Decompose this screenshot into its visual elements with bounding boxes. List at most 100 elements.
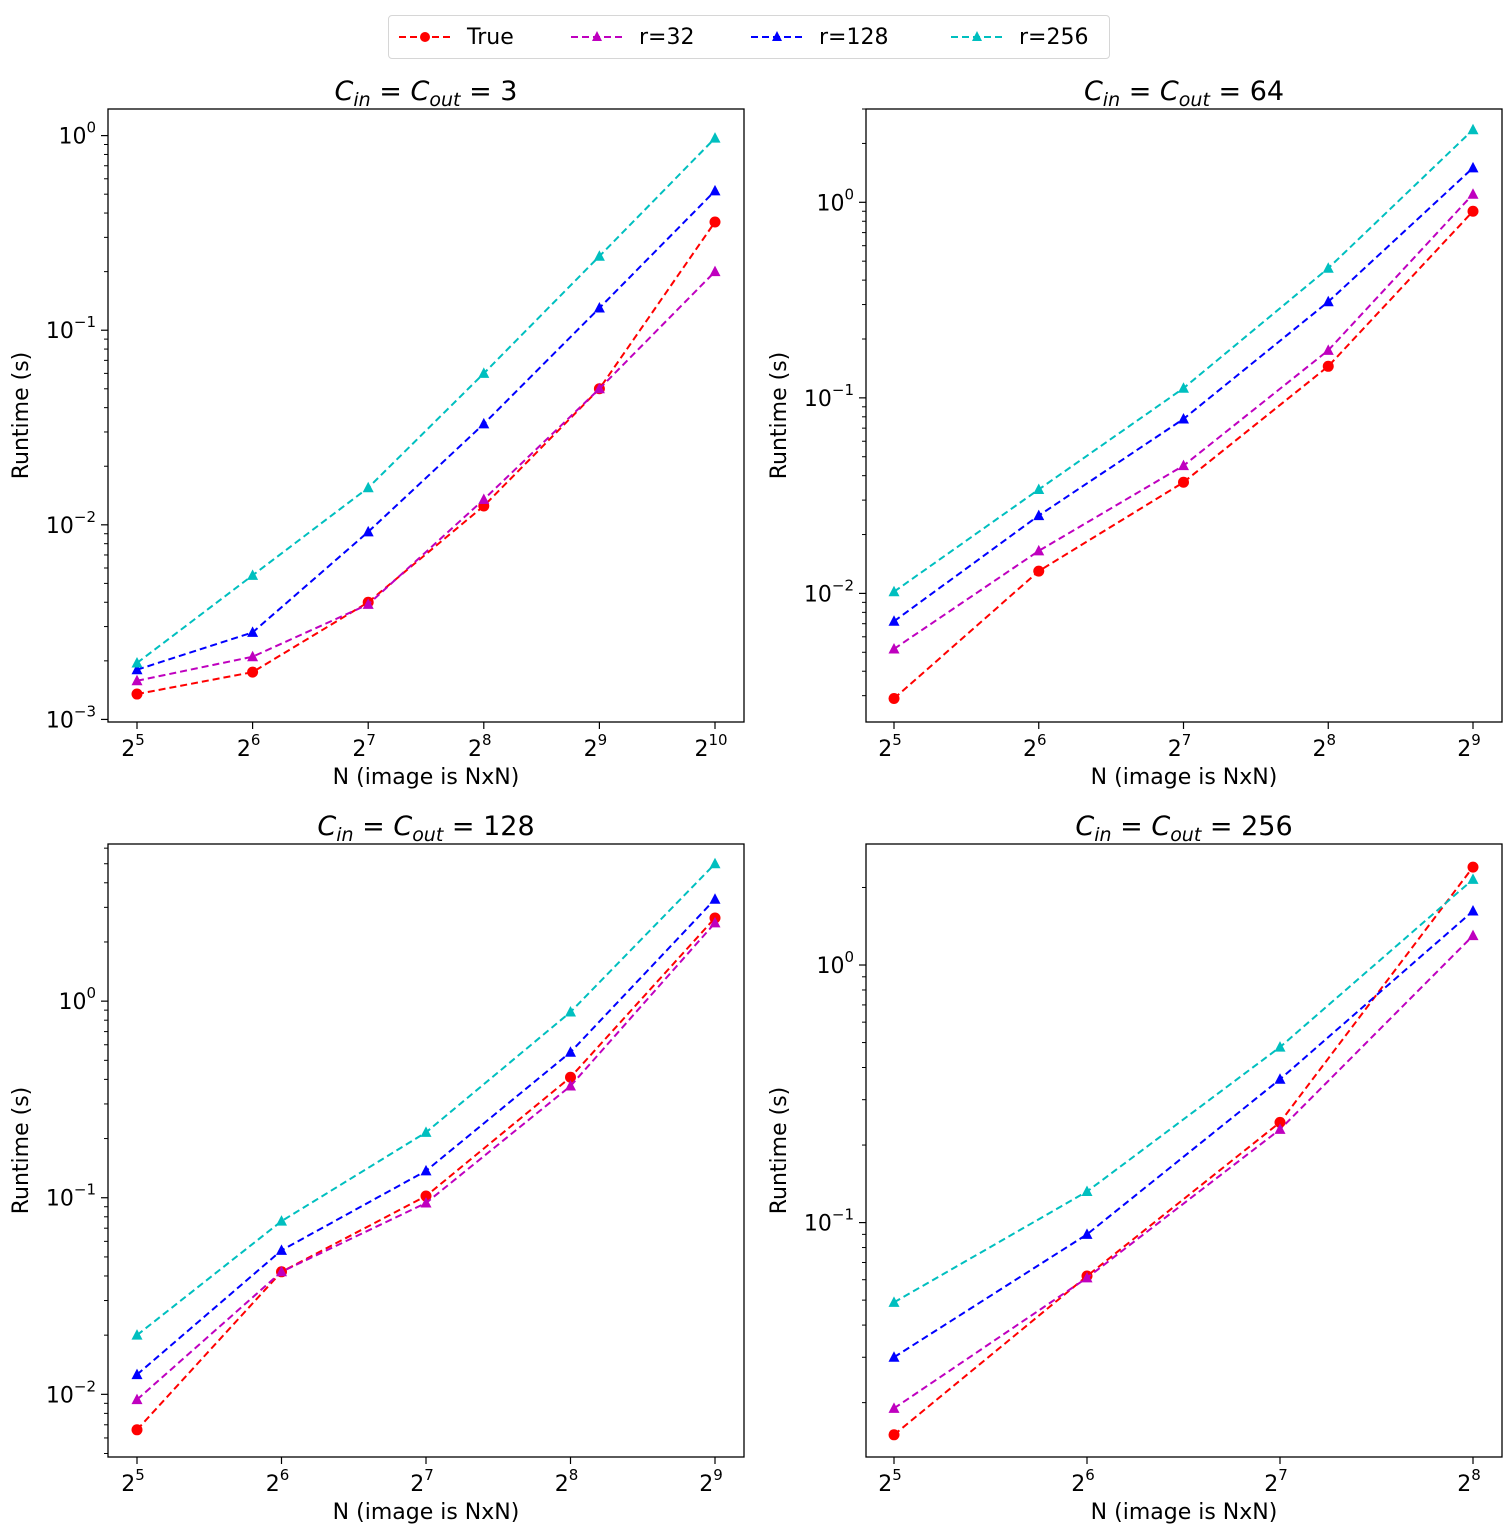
legend-marker-r32 — [571, 31, 623, 41]
data-point-r256 — [593, 250, 605, 261]
x-tick-label: 27 — [410, 1466, 434, 1497]
x-tick-label: 25 — [878, 1466, 902, 1497]
title-part: C — [1160, 76, 1179, 107]
data-point-r256 — [565, 1006, 576, 1017]
x-tick-exponent: 5 — [892, 1466, 902, 1484]
data-point-r128 — [131, 1368, 143, 1380]
y-tick-exponent: 0 — [844, 185, 854, 203]
data-point-True — [247, 666, 259, 678]
data-point-True — [1322, 360, 1334, 372]
title-part: 3 — [500, 76, 517, 107]
y-tick-exponent: −1 — [832, 1206, 854, 1224]
data-point-r256 — [888, 585, 900, 597]
series-line-r32 — [136, 270, 716, 682]
x-tick-label: 28 — [468, 731, 492, 762]
legend-marker-r256 — [951, 31, 1003, 41]
data-point-r256 — [478, 367, 490, 378]
x-tick-base: 2 — [468, 737, 482, 762]
title-part: out — [429, 89, 462, 111]
legend-entry-r256: r=256 — [949, 22, 1088, 52]
data-point-r32 — [593, 382, 605, 394]
title-part: 256 — [1241, 811, 1293, 842]
x-tick-base: 2 — [1457, 1472, 1471, 1497]
y-tick-label: 10−2 — [46, 1377, 96, 1408]
data-point-r256 — [131, 1329, 143, 1340]
x-tick-base: 2 — [1023, 737, 1037, 762]
data-point-r32 — [1467, 188, 1479, 199]
data-point-r32 — [420, 1197, 432, 1208]
data-point-r32 — [888, 642, 900, 654]
y-tick-exponent: −2 — [832, 576, 854, 594]
y-axis-label: Runtime (s) — [9, 1087, 34, 1215]
series-line-True — [893, 866, 1474, 1436]
data-point-r128 — [1467, 905, 1479, 916]
y-tick-label: 10−1 — [804, 381, 854, 412]
title-part: out — [1179, 89, 1212, 111]
data-point-r32 — [131, 1393, 143, 1405]
x-tick-base: 2 — [1168, 737, 1182, 762]
title-part: C — [393, 811, 412, 842]
data-point-r128 — [1033, 509, 1045, 521]
series-line-r256 — [893, 129, 1474, 593]
y-tick-label: 10−3 — [46, 702, 96, 733]
title-part: in — [353, 89, 370, 111]
data-point-r256 — [1322, 262, 1334, 273]
x-axis-label: N (image is NxN) — [333, 1500, 520, 1525]
legend-label: r=256 — [1019, 24, 1089, 50]
y-axis-label: Runtime (s) — [767, 352, 792, 480]
legend: True r=32 r=128 r=256 — [388, 15, 1110, 59]
title-part: C — [1084, 76, 1103, 107]
x-tick-label: 29 — [1457, 731, 1481, 762]
x-tick-base: 2 — [1264, 1472, 1278, 1497]
x-tick-base: 2 — [1312, 737, 1326, 762]
data-point-r128 — [709, 893, 721, 904]
x-tick-label: 26 — [1071, 1466, 1095, 1497]
subplot-title: Cin = Cout = 3 — [335, 76, 518, 111]
data-point-r256 — [247, 569, 259, 580]
title-part: in — [1094, 824, 1111, 846]
x-tick-label: 25 — [121, 1466, 145, 1497]
data-point-r256 — [420, 1126, 432, 1137]
data-point-r256 — [276, 1215, 287, 1226]
x-tick-base: 2 — [584, 737, 598, 762]
data-point-r128 — [247, 626, 259, 637]
x-tick-base: 2 — [694, 737, 708, 762]
axes-frame — [865, 108, 1503, 723]
title-part: = — [460, 76, 500, 107]
x-tick-exponent: 7 — [1182, 731, 1192, 749]
y-tick-label: 100 — [816, 948, 854, 979]
x-tick-exponent: 7 — [424, 1466, 434, 1484]
axes-frame — [107, 108, 745, 723]
x-tick-label: 25 — [878, 731, 902, 762]
x-tick-label: 210 — [694, 731, 727, 762]
data-point-r256 — [1081, 1185, 1093, 1197]
series-line-r256 — [136, 137, 716, 664]
data-point-r128 — [1274, 1073, 1286, 1084]
series-line-True — [893, 210, 1474, 700]
x-tick-label: 28 — [555, 1466, 579, 1497]
y-tick-label: 100 — [58, 119, 96, 150]
title-part: in — [1103, 89, 1120, 111]
y-tick-base: 10 — [58, 990, 86, 1015]
x-tick-base: 2 — [878, 1472, 892, 1497]
legend-entry-r128: r=128 — [749, 22, 888, 52]
data-point-r128 — [420, 1164, 432, 1176]
axes-frame — [865, 843, 1503, 1458]
data-point-r256 — [362, 481, 374, 493]
data-point-r128 — [565, 1046, 576, 1057]
data-point-True — [888, 693, 900, 705]
data-point-r32 — [131, 674, 143, 686]
data-point-r256 — [131, 656, 143, 668]
subplot-title: Cin = Cout = 64 — [1084, 76, 1284, 111]
data-point-r128 — [888, 615, 900, 626]
x-tick-label: 25 — [121, 731, 145, 762]
title-part: = — [1120, 76, 1160, 107]
title-part: 128 — [483, 811, 535, 842]
data-point-r32 — [1274, 1123, 1286, 1134]
data-point-r128 — [593, 302, 605, 313]
data-point-True — [420, 1190, 432, 1202]
y-tick-base: 10 — [816, 954, 844, 979]
y-tick-base: 10 — [46, 708, 74, 733]
title-part: = — [354, 811, 394, 842]
